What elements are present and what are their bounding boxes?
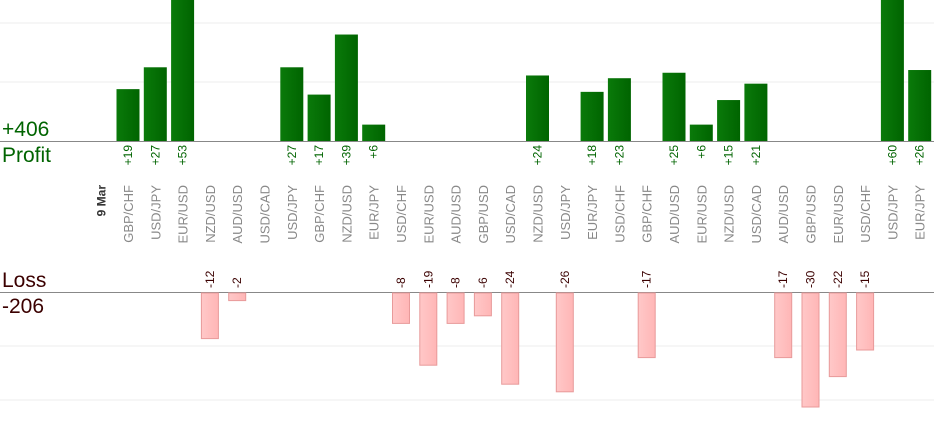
- loss-bar: [828, 292, 847, 378]
- loss-bar: [392, 292, 410, 324]
- loss-value-label: -8: [449, 277, 463, 288]
- loss-value-label: -19: [421, 270, 435, 288]
- category-label: AUD/USD: [776, 185, 791, 244]
- profit-bar: [717, 100, 741, 141]
- loss-total: -206: [2, 295, 45, 318]
- category-label: GBP/USD: [804, 185, 819, 244]
- profit-bar: [362, 124, 386, 141]
- profit-bar: [580, 91, 604, 141]
- loss-value-label: -17: [776, 270, 790, 288]
- category-label: AUD/USD: [449, 185, 464, 244]
- category-label: USD/JPY: [558, 185, 573, 240]
- loss-bar: [801, 292, 820, 408]
- loss-bar: [419, 292, 438, 366]
- category-label: USD/CHF: [394, 185, 409, 243]
- profit-bar: [607, 78, 631, 141]
- profit-value-label: +21: [749, 145, 763, 166]
- loss-value-label: -15: [858, 270, 872, 288]
- category-label: NZD/USD: [339, 185, 354, 243]
- profit-value-label: +24: [531, 145, 545, 166]
- category-label: NZD/USD: [722, 185, 737, 243]
- loss-value-label: -17: [640, 270, 654, 288]
- profit-value-label: +6: [694, 145, 708, 159]
- category-label: EUR/USD: [176, 185, 191, 244]
- category-label: NZD/USD: [203, 185, 218, 243]
- category-label: USD/CHF: [858, 185, 873, 243]
- category-label: USD/JPY: [285, 185, 300, 240]
- profit-bar: [116, 89, 140, 141]
- profit-value-label: +17: [312, 145, 326, 166]
- profit-bar: [744, 83, 768, 141]
- category-label: EUR/USD: [831, 185, 846, 244]
- profit-bar: [662, 72, 686, 141]
- profit-bar: [307, 94, 331, 141]
- profit-bar: [280, 67, 304, 141]
- loss-bar: [473, 292, 492, 317]
- category-label: USD/CAD: [258, 185, 273, 244]
- profit-value-label: +23: [612, 145, 626, 166]
- loss-bar: [228, 292, 247, 302]
- loss-label: Loss: [2, 269, 47, 292]
- loss-bar: [200, 292, 219, 340]
- loss-value-label: -2: [230, 277, 244, 288]
- category-label: AUD/USD: [667, 185, 682, 244]
- profit-value-label: +27: [148, 145, 162, 166]
- category-label: EUR/JPY: [913, 185, 928, 240]
- category-label: USD/CHF: [612, 185, 627, 243]
- loss-bar: [501, 292, 520, 385]
- profit-value-label: +15: [722, 145, 736, 166]
- category-label: GBP/CHF: [121, 185, 136, 243]
- loss-value-label: -30: [804, 270, 818, 288]
- loss-value-label: -26: [558, 270, 572, 288]
- profit-value-label: +6: [367, 145, 381, 159]
- loss-bar: [637, 292, 656, 359]
- category-label: USD/CAD: [749, 185, 764, 244]
- profit-value-label: +27: [285, 145, 299, 166]
- category-label: USD/JPY: [885, 185, 900, 240]
- date-label: 9 Mar: [95, 185, 109, 217]
- profit-value-label: +39: [339, 145, 353, 166]
- category-label: GBP/USD: [476, 185, 491, 244]
- category-label: EUR/JPY: [367, 185, 382, 240]
- profit-value-label: +25: [667, 145, 681, 166]
- category-label: GBP/CHF: [640, 185, 655, 243]
- profit-total: +406: [2, 118, 50, 141]
- loss-bar: [446, 292, 465, 324]
- category-label: USD/JPY: [148, 185, 163, 240]
- profit-bar: [526, 75, 549, 141]
- profit-value-label: +60: [885, 145, 899, 166]
- category-label: NZD/USD: [531, 185, 546, 243]
- profit-value-label: +26: [913, 145, 927, 166]
- loss-bar: [774, 292, 793, 359]
- profit-bar: [334, 34, 358, 141]
- category-label: AUD/USD: [230, 185, 245, 244]
- profit-bar: [908, 70, 932, 141]
- loss-value-label: -6: [476, 277, 490, 288]
- category-label: EUR/USD: [694, 185, 709, 244]
- loss-value-label: -22: [831, 270, 845, 288]
- loss-value-label: -8: [394, 277, 408, 288]
- profit-bar: [143, 67, 167, 141]
- loss-bar: [555, 292, 574, 393]
- profit-label: Profit: [2, 144, 52, 167]
- loss-bar: [856, 292, 875, 351]
- category-label: EUR/USD: [421, 185, 436, 244]
- profit-value-label: +53: [176, 145, 190, 166]
- profit-bar: [171, 0, 195, 142]
- profit-value-label: +19: [121, 145, 135, 166]
- loss-value-label: -24: [503, 270, 517, 288]
- loss-value-label: -12: [203, 270, 217, 288]
- profit-bar: [689, 124, 713, 141]
- category-label: GBP/CHF: [312, 185, 327, 243]
- profit-bar: [880, 0, 904, 142]
- category-label: USD/CAD: [503, 185, 518, 244]
- category-label: EUR/JPY: [585, 185, 600, 240]
- profit-value-label: +18: [585, 145, 599, 166]
